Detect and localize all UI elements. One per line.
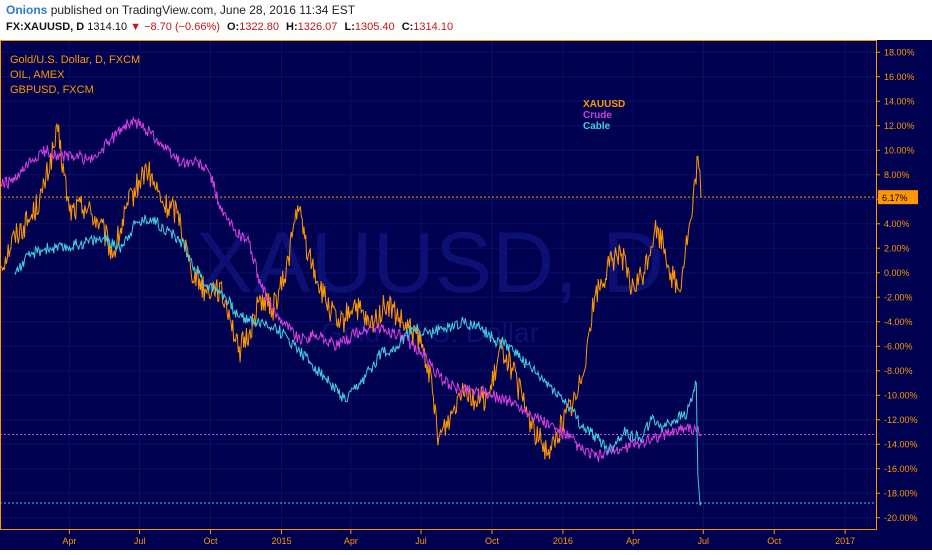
current-value-badge: [878, 190, 918, 205]
y-tick-label: -12.00%: [884, 415, 918, 425]
series-annotations: XAUUSD Crude Cable: [583, 99, 625, 132]
low-label: L:: [344, 21, 355, 33]
y-tick-label: -2.00%: [884, 292, 913, 302]
grid: [0, 40, 876, 530]
x-tick-label: Oct: [204, 536, 219, 546]
y-tick-label: 12.00%: [884, 121, 915, 131]
x-tick-label: Jul: [698, 536, 710, 546]
y-tick-label: 4.00%: [884, 219, 910, 229]
y-tick-label: 10.00%: [884, 145, 915, 155]
y-tick-label: -4.00%: [884, 317, 913, 327]
current-value-label: 6.17%: [882, 193, 908, 203]
price-change: ▼ −8.70 (−0.66%): [130, 21, 220, 33]
close-value: 1314.10: [413, 21, 454, 33]
y-tick-label: 2.00%: [884, 243, 910, 253]
series-lines: [0, 116, 702, 506]
x-tick-label: Apr: [626, 536, 640, 546]
annotation-cable: Cable: [583, 121, 611, 132]
y-tick-label: -18.00%: [884, 488, 918, 498]
y-tick-label: -20.00%: [884, 513, 918, 523]
annotation-crude: Crude: [583, 110, 612, 121]
chart-container[interactable]: XAUUSD, D Gold / U.S. Dollar Gold/U.S. D…: [0, 40, 932, 550]
x-tick-label: Apr: [62, 536, 76, 546]
plot-border: [0, 40, 877, 530]
y-tick-label: 14.00%: [884, 96, 915, 106]
y-tick-label: -16.00%: [884, 464, 918, 474]
x-tick-label: Jul: [415, 536, 427, 546]
author-link[interactable]: Onions: [6, 3, 48, 17]
series-line-crude[interactable]: [0, 116, 702, 463]
axes: 18.00%16.00%14.00%12.00%10.00%8.00%6.00%…: [62, 47, 918, 546]
series-line-cable[interactable]: [14, 214, 702, 506]
x-tick-label: 2016: [553, 536, 573, 546]
x-tick-label: Jul: [134, 536, 146, 546]
y-tick-label: 16.00%: [884, 72, 915, 82]
x-tick-label: 2017: [835, 536, 855, 546]
legend-item-gbpusd[interactable]: GBPUSD, FXCM: [10, 84, 94, 96]
last-price: 1314.10: [87, 21, 128, 33]
close-label: C:: [401, 21, 414, 33]
publish-line: Onions published on TradingView.com, Jun…: [6, 3, 355, 17]
chart-background: [0, 40, 932, 550]
legend-item-oil[interactable]: OIL, AMEX: [10, 69, 65, 81]
y-tick-label: -8.00%: [884, 366, 913, 376]
open-value: 1322.80: [239, 21, 279, 33]
high-value: 1326.07: [297, 21, 338, 33]
y-tick-label: 8.00%: [884, 170, 910, 180]
y-tick-label: -6.00%: [884, 341, 913, 351]
open-label: O:: [226, 21, 240, 33]
published-text: published on TradingView.com, June 28, 2…: [50, 3, 356, 17]
legend: Gold/U.S. Dollar, D, FXCM OIL, AMEX GBPU…: [10, 54, 140, 96]
legend-item-gold[interactable]: Gold/U.S. Dollar, D, FXCM: [10, 54, 140, 66]
watermark: XAUUSD, D Gold / U.S. Dollar: [196, 215, 664, 348]
y-tick-label: 18.00%: [884, 47, 915, 57]
y-tick-label: -14.00%: [884, 439, 918, 449]
x-tick-label: 2015: [271, 536, 291, 546]
annotation-xauusd: XAUUSD: [583, 99, 625, 110]
x-tick-label: Apr: [344, 536, 358, 546]
chart-svg[interactable]: XAUUSD, D Gold / U.S. Dollar Gold/U.S. D…: [0, 40, 932, 550]
x-tick-label: Oct: [767, 536, 782, 546]
y-tick-label: 0.00%: [884, 268, 910, 278]
header: Onions published on TradingView.com, Jun…: [0, 0, 932, 40]
y-tick-label: -10.00%: [884, 390, 918, 400]
x-tick-label: Oct: [485, 536, 500, 546]
low-value: 1305.40: [354, 21, 395, 33]
symbol-line: FX:XAUUSD, D 1314.10 ▼ −8.70 (−0.66%) O:…: [6, 21, 453, 33]
high-label: H:: [286, 21, 298, 33]
series-line-xauusd[interactable]: [0, 123, 702, 460]
symbol-name[interactable]: FX:XAUUSD, D: [6, 21, 85, 33]
